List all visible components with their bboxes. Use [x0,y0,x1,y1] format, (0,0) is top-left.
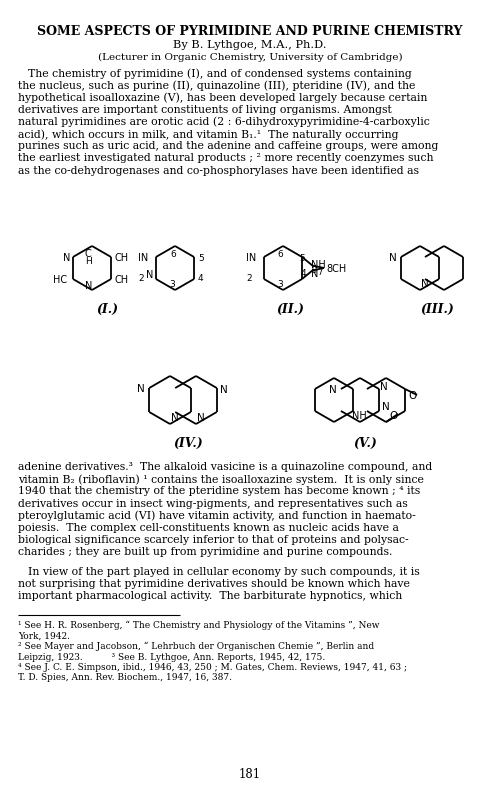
Text: ² See Mayer and Jacobson, “ Lehrbuch der Organischen Chemie ”, Berlin and: ² See Mayer and Jacobson, “ Lehrbuch der… [18,642,374,652]
Text: 3: 3 [277,280,283,289]
Text: 5: 5 [299,254,305,263]
Text: hypothetical isoalloxazine (V), has been developed largely because certain: hypothetical isoalloxazine (V), has been… [18,93,428,103]
Text: (IV.): (IV.) [173,437,203,450]
Text: N: N [220,385,228,395]
Text: 1940 that the chemistry of the pteridine system has become known ; ⁴ its: 1940 that the chemistry of the pteridine… [18,487,420,497]
Text: In view of the part played in cellular economy by such compounds, it is: In view of the part played in cellular e… [28,567,420,577]
Text: IN: IN [138,253,148,263]
Text: ⁴ See J. C. E. Simpson, ibid., 1946, 43, 250 ; M. Gates, Chem. Reviews, 1947, 41: ⁴ See J. C. E. Simpson, ibid., 1946, 43,… [18,663,407,672]
Text: C: C [84,249,91,259]
Text: 6: 6 [170,250,176,259]
Text: O: O [389,411,397,421]
Text: The chemistry of pyrimidine (I), and of condensed systems containing: The chemistry of pyrimidine (I), and of … [28,68,412,79]
Text: N: N [382,402,390,412]
Text: T. D. Spies, Ann. Rev. Biochem., 1947, 16, 387.: T. D. Spies, Ann. Rev. Biochem., 1947, 1… [18,674,232,682]
Text: 3: 3 [169,280,175,289]
Text: N: N [389,253,396,263]
Text: HC: HC [53,275,67,285]
Text: 2: 2 [246,274,252,283]
Text: natural pyrimidines are orotic acid (2 : 6-dihydroxypyrimidine-4-carboxylic: natural pyrimidines are orotic acid (2 :… [18,117,430,127]
Text: ¹ See H. R. Rosenberg, “ The Chemistry and Physiology of the Vitamins ”, New: ¹ See H. R. Rosenberg, “ The Chemistry a… [18,621,380,630]
Text: N: N [197,413,205,423]
Text: 8CH: 8CH [326,264,346,274]
Text: N: N [63,253,70,263]
Text: N: N [137,384,145,394]
Text: NH: NH [352,411,367,421]
Text: NH: NH [310,260,326,270]
Text: N: N [421,279,429,289]
Text: important pharmacological activity.  The barbiturate hypnotics, which: important pharmacological activity. The … [18,591,402,601]
Text: as the co-dehydrogenases and co-phosphorylases have been identified as: as the co-dehydrogenases and co-phosphor… [18,166,419,175]
Text: (I.): (I.) [96,303,118,316]
Text: SOME ASPECTS OF PYRIMIDINE AND PURINE CHEMISTRY: SOME ASPECTS OF PYRIMIDINE AND PURINE CH… [37,25,463,38]
Text: York, 1942.: York, 1942. [18,631,70,641]
Text: H: H [84,257,91,266]
Text: 181: 181 [239,768,261,781]
Text: N: N [146,270,154,280]
Text: O: O [408,391,416,401]
Text: 6: 6 [277,250,283,259]
Text: the nucleus, such as purine (II), quinazoline (III), pteridine (IV), and the: the nucleus, such as purine (II), quinaz… [18,80,415,90]
Text: 2: 2 [138,274,143,283]
Text: By B. Lythgoe, M.A., Ph.D.: By B. Lythgoe, M.A., Ph.D. [174,40,327,50]
Text: (II.): (II.) [276,303,304,316]
Text: 4: 4 [198,274,203,283]
Text: N: N [380,382,388,392]
Text: N: N [171,413,179,423]
Text: 7: 7 [318,267,323,277]
Text: N: N [86,281,92,291]
Text: CH: CH [114,253,128,263]
Text: N: N [310,269,318,278]
Text: acid), which occurs in milk, and vitamin B₁.¹  The naturally occurring: acid), which occurs in milk, and vitamin… [18,129,398,140]
Text: charides ; they are built up from pyrimidine and purine compounds.: charides ; they are built up from pyrimi… [18,547,392,557]
Text: IN: IN [246,253,256,263]
Text: poiesis.  The complex cell-constituents known as nucleic acids have a: poiesis. The complex cell-constituents k… [18,523,399,533]
Text: pteroylglutamic acid (VI) have vitamin activity, and function in haemato-: pteroylglutamic acid (VI) have vitamin a… [18,511,416,521]
Text: Leipzig, 1923.          ³ See B. Lythgoe, Ann. Reports, 1945, 42, 175.: Leipzig, 1923. ³ See B. Lythgoe, Ann. Re… [18,652,325,662]
Text: (Lecturer in Organic Chemistry, University of Cambridge): (Lecturer in Organic Chemistry, Universi… [98,53,403,62]
Text: vitamin B₂ (riboflavin) ¹ contains the isoalloxazine system.  It is only since: vitamin B₂ (riboflavin) ¹ contains the i… [18,474,424,485]
Text: derivatives are important constituents of living organisms. Amongst: derivatives are important constituents o… [18,105,392,115]
Text: 5: 5 [198,254,204,263]
Text: the earliest investigated natural products ; ² more recently coenzymes such: the earliest investigated natural produc… [18,153,434,163]
Text: adenine derivatives.³  The alkaloid vasicine is a quinazoline compound, and: adenine derivatives.³ The alkaloid vasic… [18,462,432,472]
Text: derivatives occur in insect wing-pigments, and representatives such as: derivatives occur in insect wing-pigment… [18,498,408,509]
Text: 4: 4 [301,269,306,278]
Text: not surprising that pyrimidine derivatives should be known which have: not surprising that pyrimidine derivativ… [18,579,410,590]
Text: N: N [329,385,336,395]
Text: (III.): (III.) [420,303,454,316]
Text: biological significance scarcely inferior to that of proteins and polysac-: biological significance scarcely inferio… [18,535,408,545]
Text: 9: 9 [312,266,317,275]
Text: purines such as uric acid, and the adenine and caffeine groups, were among: purines such as uric acid, and the adeni… [18,141,438,151]
Text: CH: CH [114,275,128,285]
Text: (V.): (V.) [353,437,377,450]
